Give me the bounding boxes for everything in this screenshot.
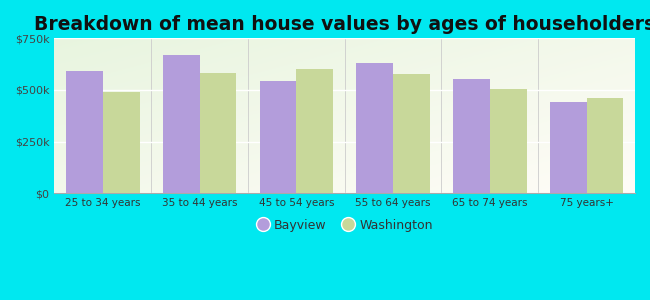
- Bar: [66, 71, 103, 193]
- Bar: [490, 89, 526, 193]
- Bar: [163, 55, 200, 193]
- Bar: [453, 79, 490, 193]
- Title: Breakdown of mean house values by ages of householders: Breakdown of mean house values by ages o…: [34, 15, 650, 34]
- Bar: [550, 102, 586, 193]
- Bar: [259, 81, 296, 193]
- Legend: Bayview, Washington: Bayview, Washington: [252, 214, 438, 237]
- Bar: [200, 74, 237, 193]
- Bar: [296, 69, 333, 193]
- Bar: [586, 98, 623, 193]
- Bar: [103, 92, 140, 193]
- Bar: [356, 63, 393, 193]
- Bar: [393, 74, 430, 193]
